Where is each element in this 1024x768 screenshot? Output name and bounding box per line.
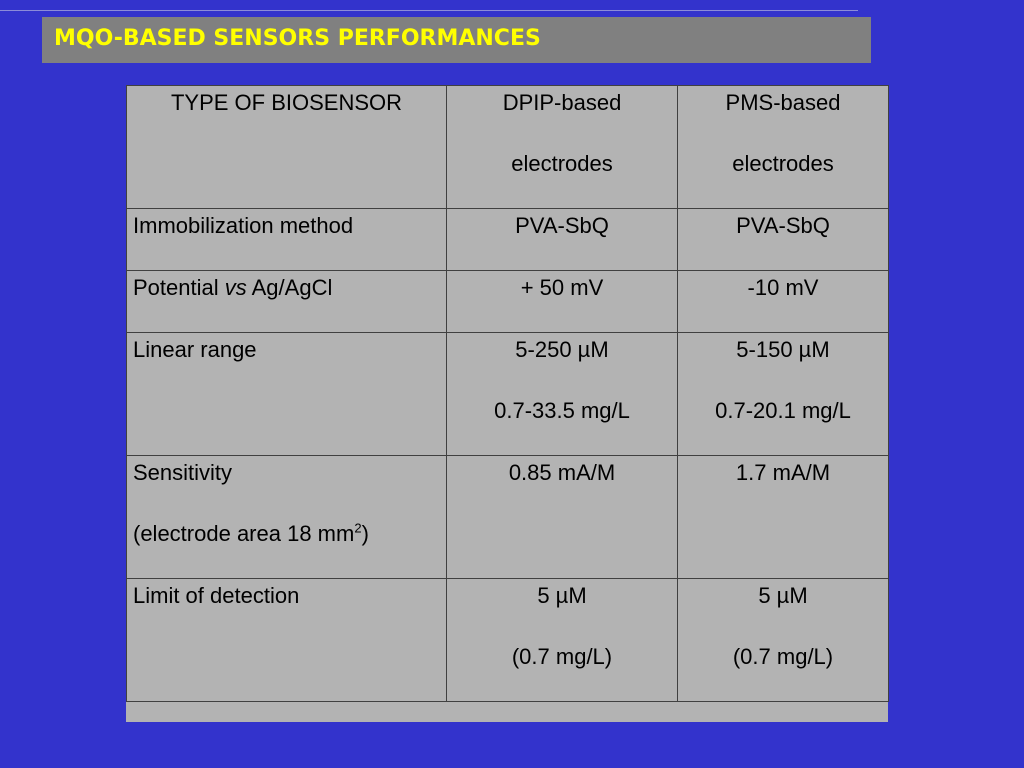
lod-label: Limit of detection	[133, 583, 300, 608]
potential-label: Potential vs Ag/AgCl	[127, 271, 446, 332]
sensitivity-area-close: )	[361, 521, 369, 546]
header-dpip-line2: electrodes	[511, 151, 613, 176]
row-label-cell: Potential vs Ag/AgCl	[126, 270, 447, 333]
linear-range-label: Linear range	[133, 337, 257, 362]
potential-label-vs: vs	[224, 275, 247, 300]
lod-dpip-line2: (0.7 mg/L)	[511, 644, 613, 669]
lod-dpip-line1: 5 µM	[537, 583, 587, 608]
table-row-limit-of-detection: Limit of detection 5 µM (0.7 mg/L) 5 µM …	[126, 578, 889, 702]
performance-table: TYPE OF BIOSENSOR DPIP-based electrodes …	[126, 85, 889, 702]
linear-range-dpip-cell: 5-250 µM 0.7-33.5 mg/L	[446, 332, 678, 456]
sensitivity-pms-value: 1.7 mA/M	[735, 460, 831, 485]
header-type-label: TYPE OF BIOSENSOR	[170, 90, 403, 115]
lod-pms-line1: 5 µM	[758, 583, 808, 608]
immobilization-label: Immobilization method	[133, 213, 354, 238]
title-bar: MQO-BASED SENSORS PERFORMANCES	[42, 17, 871, 63]
lod-dpip-cell: 5 µM (0.7 mg/L)	[446, 578, 678, 702]
header-dpip-line1: DPIP-based	[502, 90, 622, 115]
immobilization-pms-cell: PVA-SbQ	[677, 208, 889, 271]
potential-pms-value: -10 mV	[747, 275, 819, 300]
potential-dpip-cell: + 50 mV	[446, 270, 678, 333]
linear-range-pms-line1: 5-150 µM	[736, 337, 830, 362]
header-pms-line1: PMS-based	[725, 90, 841, 115]
sensitivity-dpip-cell: 0.85 mA/M	[446, 455, 678, 579]
immobilization-dpip-cell: PVA-SbQ	[446, 208, 678, 271]
immobilization-dpip-value: PVA-SbQ	[515, 213, 609, 238]
table-row-potential: Potential vs Ag/AgCl + 50 mV -10 mV	[126, 270, 889, 333]
potential-label-post: Ag/AgCl	[246, 275, 333, 300]
table-header-row: TYPE OF BIOSENSOR DPIP-based electrodes …	[126, 85, 889, 209]
sensitivity-area-superscript: 2	[354, 520, 362, 536]
row-label-cell: Sensitivity (electrode area 18 mm2)	[126, 455, 447, 579]
sensitivity-label-line2: (electrode area 18 mm2)	[127, 517, 446, 578]
linear-range-pms-cell: 5-150 µM 0.7-20.1 mg/L	[677, 332, 889, 456]
performance-table-container: TYPE OF BIOSENSOR DPIP-based electrodes …	[126, 85, 889, 722]
linear-range-dpip-line2: 0.7-33.5 mg/L	[494, 398, 630, 423]
row-label-cell: Limit of detection	[126, 578, 447, 702]
potential-label-pre: Potential	[133, 275, 225, 300]
table-row-sensitivity: Sensitivity (electrode area 18 mm2) 0.85…	[126, 455, 889, 579]
potential-pms-cell: -10 mV	[677, 270, 889, 333]
header-cell-pms: PMS-based electrodes	[677, 85, 889, 209]
lod-pms-cell: 5 µM (0.7 mg/L)	[677, 578, 889, 702]
sensitivity-dpip-value: 0.85 mA/M	[508, 460, 616, 485]
top-divider-line	[0, 10, 858, 11]
row-label-cell: Linear range	[126, 332, 447, 456]
sensitivity-area-text: (electrode area 18 mm	[133, 521, 355, 546]
slide-title: MQO-BASED SENSORS PERFORMANCES	[54, 26, 541, 51]
table-row-linear-range: Linear range 5-250 µM 0.7-33.5 mg/L 5-15…	[126, 332, 889, 456]
table-row-immobilization: Immobilization method PVA-SbQ PVA-SbQ	[126, 208, 889, 271]
header-pms-line2: electrodes	[732, 151, 834, 176]
sensitivity-pms-cell: 1.7 mA/M	[677, 455, 889, 579]
potential-dpip-value: + 50 mV	[520, 275, 604, 300]
sensitivity-label-line1: Sensitivity	[133, 460, 233, 485]
row-label-cell: Immobilization method	[126, 208, 447, 271]
header-cell-type: TYPE OF BIOSENSOR	[126, 85, 447, 209]
linear-range-pms-line2: 0.7-20.1 mg/L	[715, 398, 851, 423]
immobilization-pms-value: PVA-SbQ	[736, 213, 830, 238]
header-cell-dpip: DPIP-based electrodes	[446, 85, 678, 209]
linear-range-dpip-line1: 5-250 µM	[515, 337, 609, 362]
lod-pms-line2: (0.7 mg/L)	[732, 644, 834, 669]
